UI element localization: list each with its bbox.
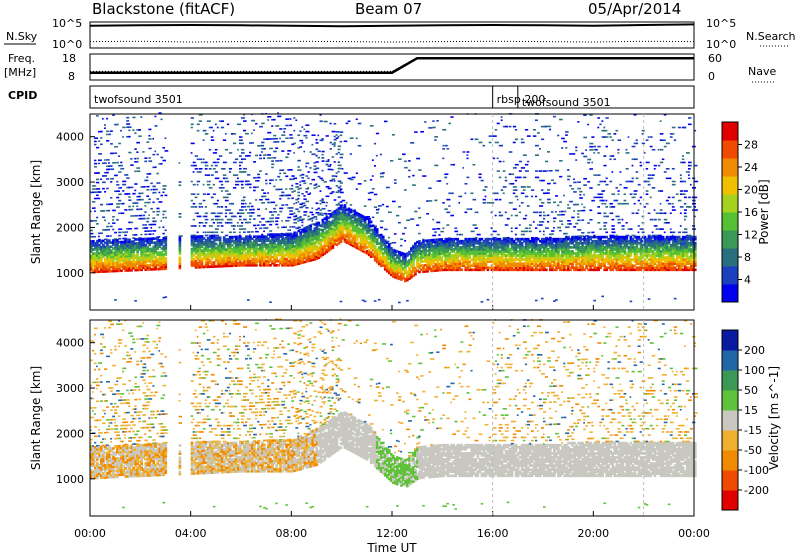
freq-series-nave [90,57,694,72]
x-tick-label: 04:00 [175,527,207,540]
velocity-cbar-frame [721,329,739,511]
cpid-segment-label: rbsp 200 [497,93,546,106]
velocity-cbar-tick-label: -15 [744,424,762,437]
freq-tick-bottom: 8 [68,70,75,83]
cpid-segment-label: twofsound 3501 [522,96,611,109]
velocity-ylabel: Slant Range [km] [29,366,43,470]
nave-tick-top: 60 [708,52,722,65]
noise-tick-right-bottom: 10^0 [706,38,736,51]
y-tick-label: 3000 [56,382,84,395]
power-cbar-tick-label: 4 [744,274,751,287]
y-tick-label: 1000 [56,267,84,280]
power-panel-frame [89,113,695,311]
power-cbar-swatch [722,194,738,213]
power-heatmap [90,112,699,304]
power-cbar-swatch [722,248,738,267]
nsearch-label: N.Search [746,30,796,43]
velocity-cbar-swatch [722,490,738,511]
power-cbar-swatch [722,122,738,141]
noise-panel-frame [89,21,695,49]
velocity-cbar-tick-label: 15 [744,404,758,417]
x-tick-label: 00:00 [74,527,106,540]
noise-tick-left-bottom: 10^0 [52,38,82,51]
velocity-cbar-swatch [722,470,738,491]
power-cbar-swatch [722,158,738,177]
velocity-cbar-tick-label: 200 [744,344,765,357]
power-cbar-tick-label: 20 [744,184,758,197]
noise-tick-left-top: 10^5 [52,17,82,30]
y-tick-label: 2000 [56,427,84,440]
velocity-cbar-swatch [722,410,738,431]
freq-panel-frame [89,53,695,81]
velocity-cbar-swatch [722,370,738,391]
velocity-cbar-swatch [722,430,738,451]
y-tick-label: 4000 [56,131,84,144]
freq-traces [90,56,694,74]
power-cbar-swatch [722,266,738,285]
nsky-label: N.Sky [6,30,38,43]
power-cbar-swatch [722,140,738,159]
nave-label: Nave [748,65,776,78]
y-tick-label: 2000 [56,221,84,234]
x-tick-label: 16:00 [477,527,509,540]
power-cbar-tick-label: 24 [744,161,758,174]
velocity-cbar-swatch [722,350,738,371]
date-title: 05/Apr/2014 [588,0,681,18]
x-axis-label: Time UT [366,541,417,554]
y-tick-label: 3000 [56,176,84,189]
noise-tick-right-top: 10^5 [706,17,736,30]
noise-series-nsky [89,23,695,28]
velocity-cbar-tick-label: -100 [744,464,769,477]
velocity-cbar-tick-label: 50 [744,384,758,397]
power-cbar-tick-label: 16 [744,206,758,219]
power-colorbar: 4 8 12 16 20 24 28 [721,121,758,303]
station-title: Blackstone (fitACF) [92,0,235,18]
x-tick-label: 20:00 [577,527,609,540]
power-cbar-swatch [722,212,738,231]
x-tick-label: 00:00 [678,527,710,540]
velocity-colorbar-label: Velocity [m s^-1] [767,366,781,470]
x-tick-label: 12:00 [376,527,408,540]
power-cbar-swatch [722,284,738,303]
power-cbar-tick-label: 8 [744,251,751,264]
x-tick-label: 08:00 [275,527,307,540]
power-colorbar-label: Power [dB] [757,179,771,244]
y-tick-label: 4000 [56,337,84,350]
velocity-cbar-tick-label: -50 [744,444,762,457]
freq-label-line2: [MHz] [4,66,36,79]
noise-traces [89,23,695,43]
velocity-cbar-tick-label: -200 [744,484,769,497]
velocity-cbar-tick-label: 100 [744,364,765,377]
power-cbar-tick-label: 28 [744,139,758,152]
y-tick-label: 1000 [56,473,84,486]
freq-label-line1: Freq. [8,52,35,65]
axis-ticks: 1000 2000 3000 4000 1000 2000 3000 4000 00:00 04:… [56,114,710,540]
freq-tick-top: 18 [62,52,76,65]
velocity-colorbar: -200 -100 -50 -15 15 50 100 200 [721,329,769,511]
power-cbar-tick-label: 12 [744,229,758,242]
power-cbar-swatch [722,176,738,195]
nave-tick-bottom: 0 [708,70,715,83]
power-ylabel: Slant Range [km] [29,160,43,264]
velocity-heatmap [90,318,699,510]
velocity-cbar-swatch [722,390,738,411]
power-cbar-swatch [722,230,738,249]
cpid-label: CPID [8,89,37,102]
velocity-cbar-swatch [722,450,738,471]
noise-series-nsearch [89,40,695,43]
cpid-segment-label: twofsound 3501 [94,93,183,106]
cpid-panel-frame [89,85,695,109]
beam-title: Beam 07 [355,0,422,18]
freq-series-freq [90,56,694,74]
velocity-cbar-swatch [722,330,738,351]
